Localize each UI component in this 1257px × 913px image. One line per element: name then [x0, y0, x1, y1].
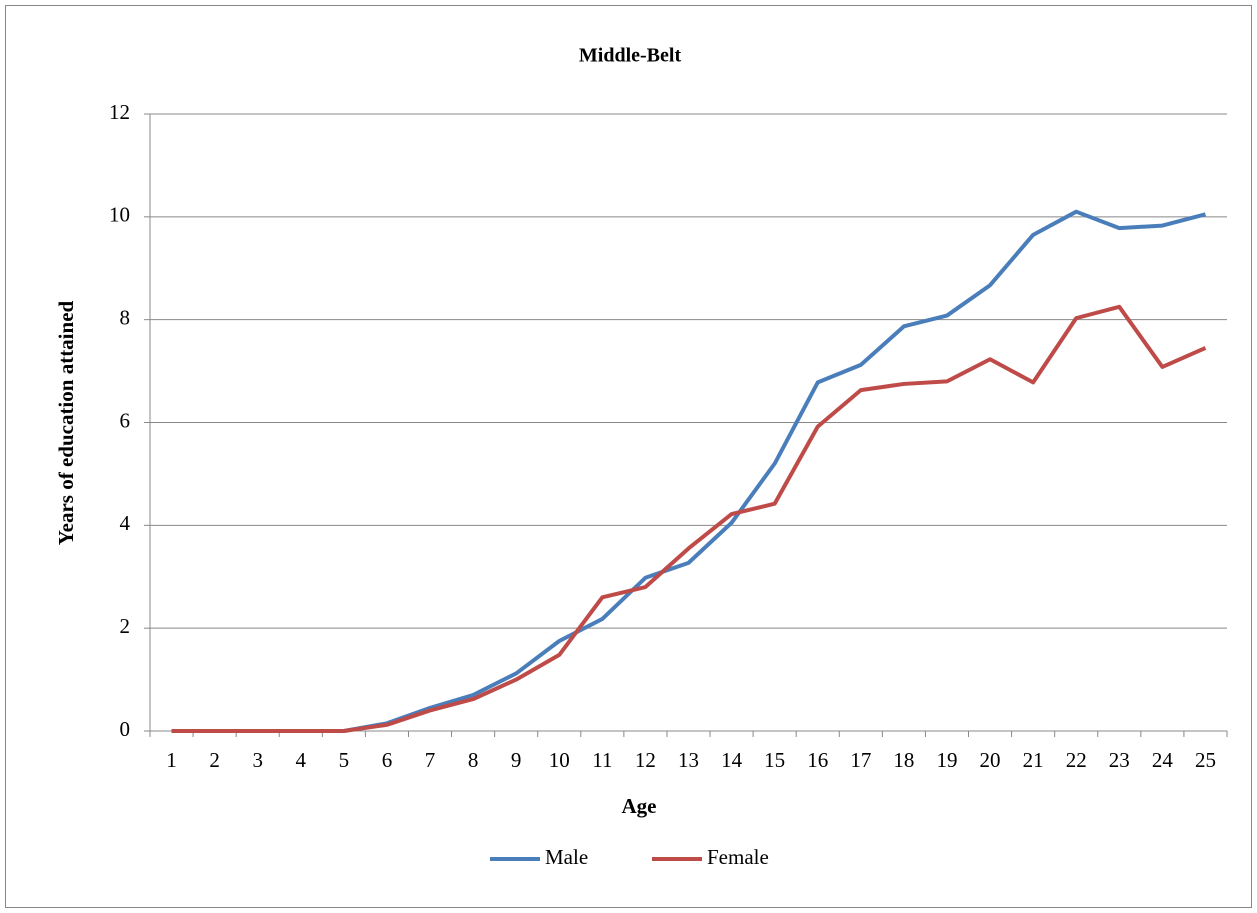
y-tick-label: 12 [109, 100, 130, 124]
x-tick-label: 16 [807, 748, 828, 772]
x-tick-label: 17 [850, 748, 871, 772]
x-tick-label: 18 [893, 748, 914, 772]
x-tick-label: 21 [1023, 748, 1044, 772]
legend-label: Female [707, 845, 769, 869]
y-tick-label: 8 [120, 305, 131, 329]
x-tick-label: 24 [1152, 748, 1174, 772]
x-tick-label: 19 [936, 748, 957, 772]
y-tick-label: 10 [109, 203, 130, 227]
y-tick-label: 2 [120, 614, 131, 638]
x-tick-label: 8 [468, 748, 479, 772]
y-tick-label: 0 [120, 717, 131, 741]
x-tick-label: 25 [1195, 748, 1216, 772]
x-tick-label: 12 [635, 748, 656, 772]
chart-frame [5, 5, 1252, 908]
legend-label: Male [545, 845, 588, 869]
x-tick-label: 23 [1109, 748, 1130, 772]
y-axis-title: Years of education attained [54, 300, 78, 545]
x-tick-label: 9 [511, 748, 522, 772]
x-tick-label: 10 [549, 748, 570, 772]
x-tick-label: 13 [678, 748, 699, 772]
x-tick-label: 20 [980, 748, 1001, 772]
x-tick-label: 1 [166, 748, 177, 772]
series-line [171, 304, 1207, 733]
y-tick-label: 6 [120, 408, 131, 432]
y-tick-label: 4 [120, 511, 131, 535]
x-tick-label: 5 [339, 748, 350, 772]
x-tick-label: 2 [209, 748, 220, 772]
x-tick-label: 7 [425, 748, 436, 772]
x-tick-label: 15 [764, 748, 785, 772]
x-tick-label: 22 [1066, 748, 1087, 772]
x-tick-label: 4 [296, 748, 307, 772]
x-axis-title: Age [622, 794, 657, 818]
chart-title: Middle-Belt [579, 45, 682, 67]
x-tick-label: 14 [721, 748, 743, 772]
x-tick-label: 3 [252, 748, 263, 772]
x-tick-label: 11 [592, 748, 612, 772]
x-tick-label: 6 [382, 748, 393, 772]
